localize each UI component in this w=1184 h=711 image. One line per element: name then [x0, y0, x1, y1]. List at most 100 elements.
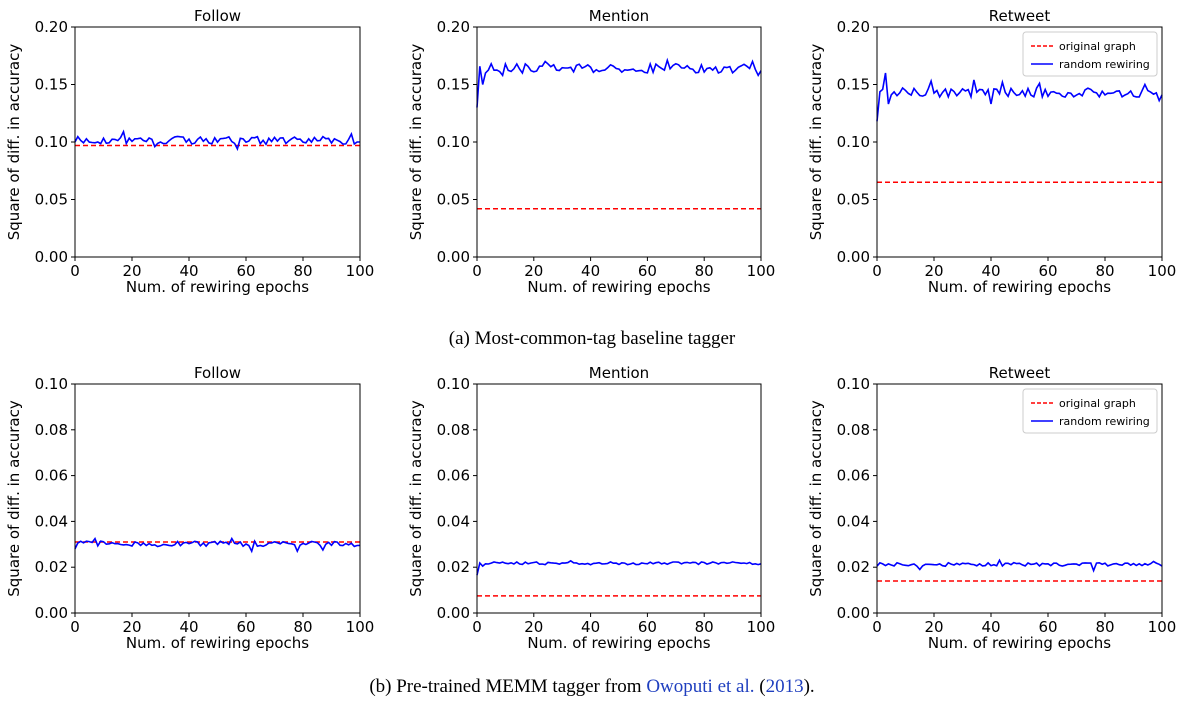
plot-frame	[74, 383, 361, 614]
y-tick-label: 0.05	[437, 191, 470, 209]
x-axis-label: Num. of rewiring epochs	[928, 278, 1111, 296]
series-random-rewiring-line	[476, 57, 762, 108]
x-tick-label: 100	[1148, 262, 1177, 280]
y-tick-label: 0.15	[35, 76, 68, 94]
x-axis-label: Num. of rewiring epochs	[928, 634, 1111, 652]
x-tick-label: 100	[747, 618, 776, 636]
x-axis-label: Num. of rewiring epochs	[527, 634, 710, 652]
y-tick-label: 0.05	[837, 191, 870, 209]
chart-panel-4: 0 20 40 60 80 100 0.00 0.02 0.04 0.06 0.08 0.10 Foll…	[5, 364, 374, 652]
legend-entry-label: random rewiring	[1059, 58, 1150, 71]
series-random-rewiring-line	[74, 536, 361, 554]
x-tick-label: 0	[70, 262, 80, 280]
y-tick-label: 0.04	[437, 512, 470, 530]
series-random-rewiring-line	[74, 129, 360, 152]
caption-b-suffix: ).	[803, 676, 815, 697]
y-tick-label: 0.05	[35, 191, 68, 209]
x-tick-label: 100	[346, 618, 375, 636]
y-tick-label: 0.20	[437, 18, 470, 36]
plot-frame	[476, 26, 762, 258]
x-tick-label: 40	[179, 618, 198, 636]
y-tick-label: 0.00	[837, 604, 870, 622]
y-axis-label: Square of diff. in accuracy	[407, 44, 425, 241]
citation-author-link[interactable]: Owoputi et al.	[646, 676, 755, 697]
citation-year-link[interactable]: 2013	[765, 676, 804, 697]
y-tick-label: 0.06	[437, 467, 470, 485]
series-random-rewiring-line	[876, 558, 1163, 573]
x-tick-label: 0	[472, 262, 482, 280]
chart-title: Mention	[589, 364, 649, 382]
x-tick-label: 40	[581, 262, 600, 280]
x-tick-label: 100	[346, 262, 375, 280]
x-tick-label: 40	[581, 618, 600, 636]
x-tick-label: 40	[179, 262, 198, 280]
legend-box	[1022, 31, 1158, 77]
chart-panel-3: 0 20 40 60 80 100 0.00 0.05 0.10 0.15 0.20 Retweet N…	[807, 7, 1176, 296]
y-tick-label: 0.00	[437, 604, 470, 622]
chart-panel-6: 0 20 40 60 80 100 0.00 0.02 0.04 0.06 0.08 0.10 Retw…	[807, 364, 1176, 652]
x-tick-label: 20	[122, 262, 141, 280]
x-tick-label: 100	[1148, 618, 1177, 636]
y-tick-label: 0.02	[35, 558, 68, 576]
x-tick-label: 60	[638, 618, 657, 636]
legend: original graph random rewiring	[1022, 388, 1158, 434]
y-tick-label: 0.00	[437, 248, 470, 266]
x-tick-label: 0	[872, 262, 882, 280]
y-tick-label: 0.08	[35, 421, 68, 439]
x-tick-label: 0	[70, 618, 80, 636]
y-axis-label: Square of diff. in accuracy	[5, 44, 23, 241]
caption-b: (b) Pre-trained MEMM tagger from Owoputi…	[0, 676, 1184, 698]
x-tick-label: 20	[924, 618, 943, 636]
chart-panel-2: 0 20 40 60 80 100 0.00 0.05 0.10 0.15 0.20 Mention N…	[407, 7, 775, 296]
y-tick-label: 0.10	[35, 133, 68, 151]
caption-a: (a) Most-common-tag baseline tagger	[448, 328, 736, 349]
x-tick-label: 60	[1038, 618, 1057, 636]
y-tick-label: 0.10	[437, 133, 470, 151]
y-tick-label: 0.10	[35, 375, 68, 393]
y-axis-label: Square of diff. in accuracy	[407, 400, 425, 597]
caption-b-mid: (	[754, 676, 766, 697]
y-axis-label: Square of diff. in accuracy	[5, 400, 23, 597]
chart-title: Retweet	[989, 364, 1051, 382]
y-tick-label: 0.02	[437, 558, 470, 576]
x-tick-label: 60	[236, 618, 255, 636]
legend-entry-label: random rewiring	[1059, 415, 1150, 428]
x-tick-label: 20	[122, 618, 141, 636]
x-tick-label: 80	[695, 618, 714, 636]
y-tick-label: 0.04	[35, 512, 68, 530]
y-tick-label: 0.10	[437, 375, 470, 393]
y-tick-label: 0.00	[837, 248, 870, 266]
chart-title: Mention	[589, 7, 649, 25]
x-tick-label: 60	[1038, 262, 1057, 280]
x-tick-label: 80	[293, 262, 312, 280]
x-tick-label: 0	[472, 618, 482, 636]
y-tick-label: 0.08	[837, 421, 870, 439]
x-tick-label: 0	[872, 618, 882, 636]
x-tick-label: 40	[981, 618, 1000, 636]
x-axis-label: Num. of rewiring epochs	[527, 278, 710, 296]
chart-panel-1: 0 20 40 60 80 100 0.00 0.05 0.10 0.15 0.20 Follow Nu…	[5, 7, 374, 296]
y-tick-label: 0.20	[837, 18, 870, 36]
x-axis-label: Num. of rewiring epochs	[126, 634, 309, 652]
y-tick-label: 0.06	[837, 467, 870, 485]
x-tick-label: 80	[293, 618, 312, 636]
y-tick-label: 0.06	[35, 467, 68, 485]
x-tick-label: 80	[1095, 618, 1114, 636]
y-tick-label: 0.15	[437, 76, 470, 94]
legend-entry-label: original graph	[1059, 397, 1136, 410]
x-tick-label: 60	[638, 262, 657, 280]
x-tick-label: 100	[747, 262, 776, 280]
x-tick-label: 20	[924, 262, 943, 280]
legend-box	[1022, 388, 1158, 434]
chart-title: Follow	[194, 7, 241, 25]
plot-frame	[876, 383, 1163, 614]
y-tick-label: 0.04	[837, 512, 870, 530]
x-tick-label: 40	[981, 262, 1000, 280]
y-tick-label: 0.02	[837, 558, 870, 576]
y-tick-label: 0.10	[837, 133, 870, 151]
y-tick-label: 0.15	[837, 76, 870, 94]
chart-title: Retweet	[989, 7, 1051, 25]
series-random-rewiring-line	[476, 559, 762, 576]
x-axis-label: Num. of rewiring epochs	[126, 278, 309, 296]
